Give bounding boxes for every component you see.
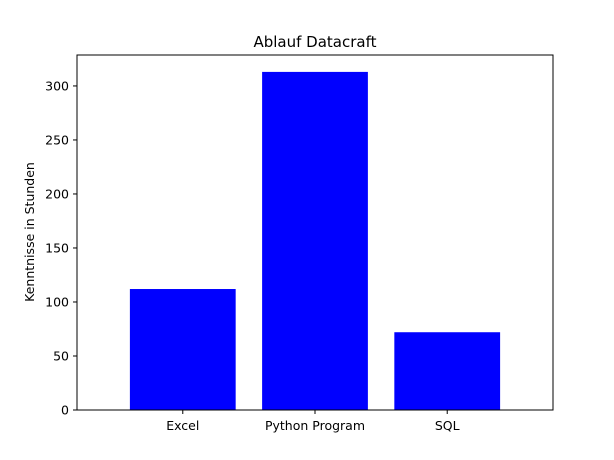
x-ticks: Excel Python Program SQL <box>166 410 460 433</box>
bars-layer <box>129 71 501 411</box>
bar-excel <box>129 289 236 410</box>
bar-python-program <box>262 71 368 411</box>
y-tick-label: 50 <box>53 348 69 363</box>
y-tick-label: 300 <box>45 78 69 93</box>
y-tick-label: 250 <box>45 132 69 147</box>
y-axis-label: Kenntnisse in Stunden <box>22 162 37 302</box>
x-tick-label: SQL <box>435 418 460 433</box>
x-tick-label: Excel <box>166 418 199 433</box>
y-tick-label: 150 <box>45 240 69 255</box>
chart-title: Ablauf Datacraft <box>253 33 376 51</box>
y-tick-label: 0 <box>61 403 69 418</box>
y-tick-label: 100 <box>45 294 69 309</box>
bar-sql <box>394 332 501 410</box>
y-ticks: 0 50 100 150 200 250 300 <box>45 78 77 418</box>
plot-frame <box>76 54 554 411</box>
y-tick-label: 200 <box>45 186 69 201</box>
x-tick-label: Python Program <box>265 418 365 433</box>
